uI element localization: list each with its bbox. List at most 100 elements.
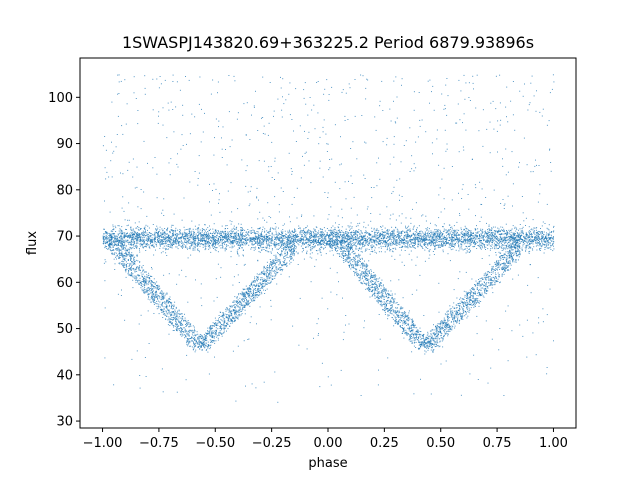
scatter-point (374, 232, 375, 233)
scatter-point (501, 243, 502, 244)
scatter-point (324, 245, 325, 246)
scatter-point (430, 249, 431, 250)
scatter-point (512, 244, 513, 245)
scatter-point (278, 245, 279, 246)
scatter-point (251, 232, 252, 233)
scatter-point (429, 233, 430, 234)
scatter-point (104, 247, 105, 248)
scatter-point (458, 246, 459, 247)
scatter-point (157, 233, 158, 234)
scatter-point (242, 247, 243, 248)
scatter-point (316, 243, 317, 244)
scatter-point (267, 247, 268, 248)
scatter-point (358, 244, 359, 245)
scatter-point (442, 245, 443, 246)
scatter-point (282, 235, 283, 236)
scatter-point (191, 221, 192, 222)
scatter-point (209, 242, 210, 243)
scatter-point (309, 234, 310, 235)
scatter-point (197, 237, 198, 238)
scatter-point (491, 235, 492, 236)
scatter-point (449, 230, 450, 231)
scatter-point (254, 232, 255, 233)
scatter-point (122, 241, 123, 242)
scatter-point (121, 238, 122, 239)
scatter-point (157, 228, 158, 229)
scatter-point (550, 243, 551, 244)
scatter-point (134, 233, 135, 234)
scatter-point (443, 241, 444, 242)
scatter-point (228, 233, 229, 234)
scatter-point (413, 227, 414, 228)
scatter-point (421, 241, 422, 242)
scatter-point (428, 236, 429, 237)
scatter-point (489, 237, 490, 238)
scatter-point (309, 239, 310, 240)
scatter-point (260, 246, 261, 247)
scatter-point (172, 247, 173, 248)
scatter-point (337, 237, 338, 238)
scatter-point (261, 239, 262, 240)
scatter-point (208, 234, 209, 235)
scatter-point (258, 234, 259, 235)
scatter-point (248, 239, 249, 240)
scatter-point (323, 235, 324, 236)
scatter-point (465, 226, 466, 227)
scatter-point (242, 233, 243, 234)
scatter-point (241, 240, 242, 241)
scatter-point (439, 241, 440, 242)
scatter-point (221, 235, 222, 236)
scatter-point (325, 236, 326, 237)
scatter-point (501, 229, 502, 230)
scatter-point (258, 238, 259, 239)
scatter-point (189, 239, 190, 240)
scatter-point (456, 239, 457, 240)
scatter-point (231, 230, 232, 231)
scatter-point (547, 241, 548, 242)
scatter-point (421, 234, 422, 235)
scatter-point (452, 239, 453, 240)
scatter-point (542, 238, 543, 239)
scatter-point (365, 227, 366, 228)
scatter-point (536, 250, 537, 251)
scatter-point (264, 240, 265, 241)
scatter-point (503, 229, 504, 230)
scatter-point (240, 233, 241, 234)
scatter-point (170, 247, 171, 248)
scatter-point (372, 239, 373, 240)
scatter-point (274, 237, 275, 238)
scatter-point (544, 253, 545, 254)
scatter-point (223, 242, 224, 243)
scatter-point (301, 246, 302, 247)
scatter-point (491, 238, 492, 239)
scatter-point (193, 231, 194, 232)
scatter-point (225, 242, 226, 243)
scatter-point (182, 235, 183, 236)
scatter-point (469, 242, 470, 243)
scatter-point (240, 240, 241, 241)
scatter-point (237, 249, 238, 250)
scatter-point (494, 230, 495, 231)
scatter-point (540, 244, 541, 245)
scatter-point (198, 227, 199, 228)
scatter-point (510, 244, 511, 245)
scatter-point (511, 246, 512, 247)
scatter-point (351, 222, 352, 223)
scatter-point (546, 245, 547, 246)
scatter-point (269, 237, 270, 238)
scatter-point (461, 228, 462, 229)
scatter-point (151, 235, 152, 236)
scatter-point (437, 234, 438, 235)
scatter-point (477, 239, 478, 240)
scatter-point (405, 240, 406, 241)
scatter-point (358, 232, 359, 233)
scatter-point (374, 228, 375, 229)
scatter-point (372, 231, 373, 232)
scatter-point (506, 242, 507, 243)
scatter-point (121, 226, 122, 227)
scatter-point (389, 248, 390, 249)
scatter-point (481, 234, 482, 235)
scatter-point (505, 233, 506, 234)
scatter-point (455, 235, 456, 236)
scatter-point (417, 257, 418, 258)
